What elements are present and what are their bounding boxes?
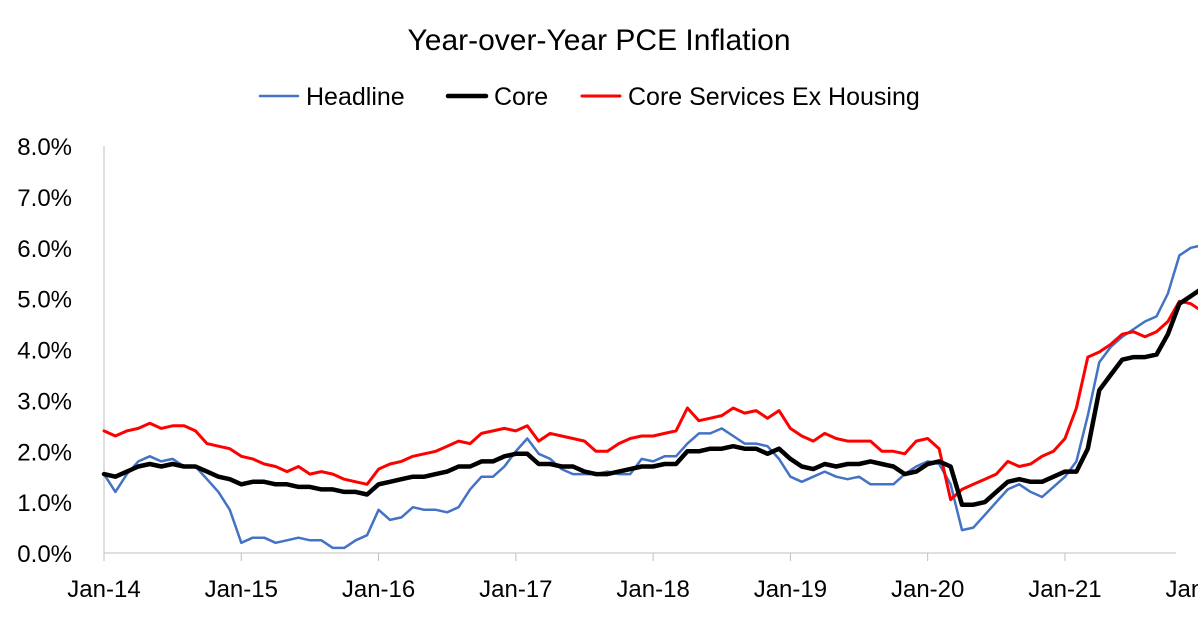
- y-tick-label: 1.0%: [17, 490, 72, 517]
- y-tick-label: 8.0%: [17, 134, 72, 161]
- x-tick-label: Jan-17: [479, 576, 552, 603]
- series-line-core: [101, 288, 1198, 507]
- y-tick-label: 5.0%: [17, 287, 72, 314]
- legend: Headline Core Core Services Ex Housing: [258, 83, 920, 111]
- x-tick-label: Jan-14: [67, 576, 140, 603]
- series-line-headline: [102, 244, 1198, 550]
- legend-label: Headline: [306, 83, 405, 111]
- series-lines: [101, 244, 1198, 550]
- x-tick-label: Jan-20: [891, 576, 964, 603]
- y-tick-label: 3.0%: [17, 388, 72, 415]
- x-tick-label: Jan-19: [754, 576, 827, 603]
- y-tick-label: 6.0%: [17, 236, 72, 263]
- legend-label: Core: [494, 83, 548, 111]
- legend-label: Core Services Ex Housing: [628, 83, 920, 111]
- series-line-core-services-ex-housing: [102, 299, 1198, 502]
- x-tick-label: Jan-15: [205, 576, 278, 603]
- x-axis-tick-labels: Jan-14 Jan-15 Jan-16 Jan-17 Jan-18 Jan-19 Jan-…: [67, 576, 1198, 603]
- y-tick-label: 7.0%: [17, 185, 72, 212]
- x-tick-label: Jan-18: [616, 576, 689, 603]
- chart-title: Year-over-Year PCE Inflation: [408, 24, 791, 57]
- x-tick-label: Jan-16: [342, 576, 415, 603]
- y-tick-label: 2.0%: [17, 439, 72, 466]
- x-tick-label: Jan-21: [1028, 576, 1101, 603]
- y-axis-tick-labels: 0.0% 1.0% 2.0% 3.0% 4.0% 5.0% 6.0% 7.0% 8.0%: [17, 134, 72, 568]
- y-tick-label: 4.0%: [17, 338, 72, 365]
- x-tick-label: Jan-22: [1166, 576, 1198, 603]
- axes: [103, 146, 1176, 561]
- y-tick-label: 0.0%: [17, 541, 72, 568]
